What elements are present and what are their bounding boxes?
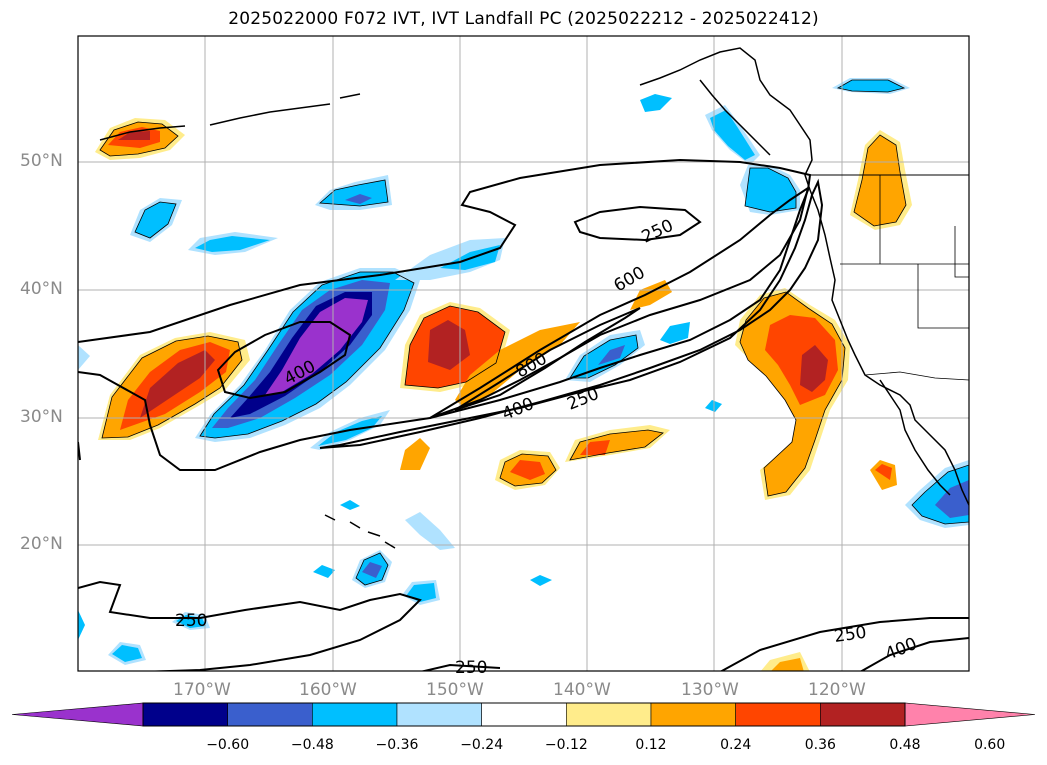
colorbar-segment <box>227 702 313 727</box>
colorbar-tick-label: 0.36 <box>804 737 836 753</box>
map-panel: 250 600 400 800 400 250 250 250 250 400 <box>77 35 970 678</box>
gridlines <box>78 36 969 671</box>
contour-label: 250 <box>455 658 487 678</box>
colorbar-segment <box>312 702 398 727</box>
map-title: 2025022000 F072 IVT, IVT Landfall PC (20… <box>228 9 819 29</box>
colorbar-tick-label: 0.48 <box>889 737 921 753</box>
border-states <box>840 175 969 329</box>
lon-label: 160°W <box>299 680 357 700</box>
colorbar-extension-right <box>904 702 1036 727</box>
colorbar-tick-label: 0.60 <box>974 737 1006 753</box>
colorbar-segment <box>142 702 228 727</box>
colorbar-tick-label: −0.12 <box>544 737 588 753</box>
colorbar-extension-left <box>11 702 144 727</box>
lon-label: 130°W <box>681 680 739 700</box>
colorbar-tick-label: 0.24 <box>720 737 752 753</box>
colorbar-segment <box>820 702 906 727</box>
coast-alaska-panhandle <box>699 79 771 156</box>
border-us-mexico <box>864 371 969 381</box>
contour-250-se <box>719 617 969 671</box>
coast-baja <box>879 379 951 496</box>
lat-label: 20°N <box>20 534 63 554</box>
colorbar-tick-label: −0.60 <box>206 737 250 753</box>
map-frame <box>77 35 970 672</box>
contour-800 <box>454 307 641 411</box>
coast-aleutians <box>99 93 361 141</box>
lat-label: 40°N <box>20 279 63 299</box>
colorbar-segment <box>396 702 482 727</box>
negative-pc-shading <box>78 78 969 665</box>
colorbar-tick-label: −0.24 <box>460 737 504 753</box>
contour-250-upper <box>573 205 702 242</box>
lon-label: 170°W <box>173 680 231 700</box>
lat-label: 50°N <box>20 151 63 171</box>
contour-400-se <box>859 637 969 671</box>
contour-label: 250 <box>639 216 677 248</box>
colorbar-segment <box>650 702 736 727</box>
ivt-contours <box>78 158 969 671</box>
colorbar-segment <box>566 702 652 727</box>
lon-label: 150°W <box>426 680 484 700</box>
shading-outlines <box>99 79 969 586</box>
colorbar-tick-label: 0.12 <box>635 737 667 753</box>
contour-label: 250 <box>833 623 868 647</box>
contour-250-north <box>78 158 812 471</box>
contour-250-bottom <box>419 663 501 671</box>
colorbar-tick-label: −0.48 <box>290 737 334 753</box>
lon-label: 120°W <box>808 680 866 700</box>
lat-label: 30°N <box>20 407 63 427</box>
colorbar-segment <box>481 702 567 727</box>
contour-label: 400 <box>882 634 920 665</box>
coast-hawaii <box>324 514 396 549</box>
colorbar-segment <box>735 702 821 727</box>
contour-label: 250 <box>564 384 602 415</box>
contour-label: 250 <box>175 611 207 631</box>
coastlines <box>99 47 969 549</box>
contour-400-west <box>216 321 352 400</box>
contour-250-south <box>78 580 422 671</box>
lon-label: 140°W <box>553 680 611 700</box>
coast-north-america <box>639 47 969 506</box>
positive-pc-shading <box>95 118 912 671</box>
colorbar-tick-label: −0.36 <box>375 737 419 753</box>
